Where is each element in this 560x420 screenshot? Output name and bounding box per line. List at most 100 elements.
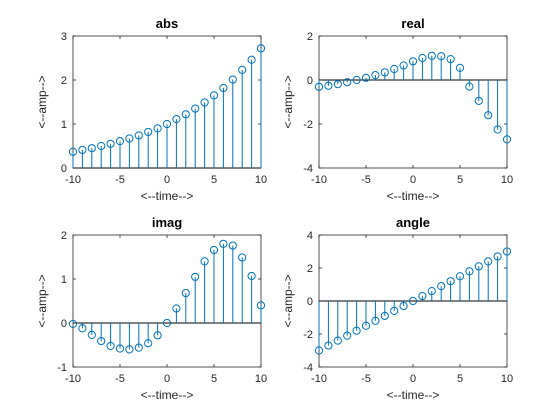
stem-marker	[125, 134, 134, 143]
stem-marker	[228, 241, 237, 250]
stem-marker	[134, 131, 143, 140]
stem-marker	[437, 282, 446, 291]
x-tick-label: -10	[311, 174, 327, 186]
stem-marker	[78, 145, 87, 155]
stem-marker	[399, 301, 408, 311]
stem-marker	[134, 343, 143, 352]
y-tick-label: 2	[307, 263, 313, 275]
stem-marker	[484, 111, 493, 120]
stem-marker	[418, 291, 427, 301]
stem-marker	[343, 331, 352, 340]
x-tick-label: 10	[501, 373, 513, 385]
stem-marker	[446, 277, 455, 286]
stem-marker	[446, 55, 455, 64]
stem-marker	[162, 318, 172, 328]
stem-marker	[219, 83, 228, 93]
x-tick-label: 0	[410, 174, 416, 186]
stem-marker	[333, 80, 342, 89]
stem-marker	[209, 245, 219, 255]
x-tick-label: -5	[115, 373, 125, 385]
stem-marker	[455, 272, 465, 281]
stem-marker	[333, 336, 342, 345]
stem-marker	[380, 68, 389, 77]
x-tick-label: -5	[361, 174, 371, 186]
stem-marker	[238, 253, 247, 262]
stem-marker	[115, 344, 125, 353]
subplot-angle: -10 -5 0 5 10 -4 -2 0 2 4 angle <--time--> <--amp-->	[281, 215, 513, 402]
stem-marker	[153, 124, 162, 133]
x-axis-label: <--time-->	[141, 388, 194, 402]
stem-marker	[144, 339, 153, 348]
stem-marker	[427, 51, 436, 60]
stem-marker	[352, 75, 361, 85]
stem-marker	[115, 137, 125, 146]
y-tick-label: -1	[57, 362, 67, 374]
stem-marker	[144, 127, 153, 137]
x-tick-label: 5	[211, 373, 217, 385]
y-tick-label: 2	[61, 230, 67, 242]
y-tick-label: -2	[303, 119, 313, 131]
subplot-title: abs	[156, 16, 178, 31]
x-tick-label: -10	[65, 174, 81, 186]
stem-marker	[106, 139, 115, 148]
stem-marker	[390, 306, 399, 315]
stem-marker	[408, 296, 418, 306]
stem-marker	[493, 252, 502, 261]
stem-marker	[256, 301, 266, 310]
stem-marker	[343, 78, 352, 87]
stem-marker	[361, 321, 371, 330]
stem-marker	[465, 82, 474, 91]
stem-marker	[106, 341, 115, 350]
x-axis-label: <--time-->	[141, 189, 194, 203]
stem-marker	[87, 330, 96, 339]
axes-box	[318, 35, 508, 169]
y-tick-label: 2	[61, 75, 67, 87]
stem-marker	[484, 257, 493, 266]
x-tick-label: -5	[361, 373, 371, 385]
stem-marker	[465, 267, 474, 276]
stem-marker	[502, 247, 512, 256]
stem-marker	[314, 346, 324, 355]
x-tick-label: 5	[457, 174, 463, 186]
y-tick-label: -2	[303, 329, 313, 341]
stem-marker	[418, 53, 427, 63]
x-axis-label: <--time-->	[387, 388, 440, 402]
y-axis-label: <--amp-->	[281, 274, 295, 327]
subplot-title: real	[401, 16, 424, 31]
x-tick-label: 0	[164, 373, 170, 385]
y-tick-label: 0	[307, 296, 313, 308]
y-tick-label: -4	[303, 362, 313, 374]
x-tick-label: -10	[65, 373, 81, 385]
stem-marker	[68, 147, 78, 156]
stem-marker	[474, 96, 483, 106]
x-tick-label: 5	[211, 174, 217, 186]
stem-marker	[380, 311, 389, 320]
y-tick-label: -4	[303, 163, 313, 175]
stem-marker	[247, 271, 256, 281]
stem-marker	[371, 71, 380, 80]
stem-marker	[97, 336, 106, 346]
y-tick-label: 1	[61, 274, 67, 286]
stem-marker	[78, 324, 87, 333]
stem-marker	[181, 110, 190, 119]
x-tick-label: 0	[410, 373, 416, 385]
x-tick-label: 10	[255, 174, 267, 186]
x-tick-label: -5	[115, 174, 125, 186]
x-tick-label: 10	[501, 174, 513, 186]
stem-marker	[314, 82, 324, 91]
stem-marker	[181, 288, 190, 298]
stem-marker	[172, 115, 181, 124]
stem-marker	[238, 65, 247, 74]
stem-marker	[162, 119, 172, 129]
stem-marker	[502, 135, 512, 144]
x-tick-label: -10	[311, 373, 327, 385]
y-tick-label: 0	[61, 318, 67, 330]
subplot-title: imag	[152, 215, 182, 230]
stem-marker	[125, 345, 134, 354]
stem-marker	[399, 61, 408, 70]
y-tick-label: 2	[307, 31, 313, 43]
stem-marker	[371, 316, 380, 325]
stem-marker	[474, 262, 483, 271]
stem-marker	[352, 326, 361, 335]
